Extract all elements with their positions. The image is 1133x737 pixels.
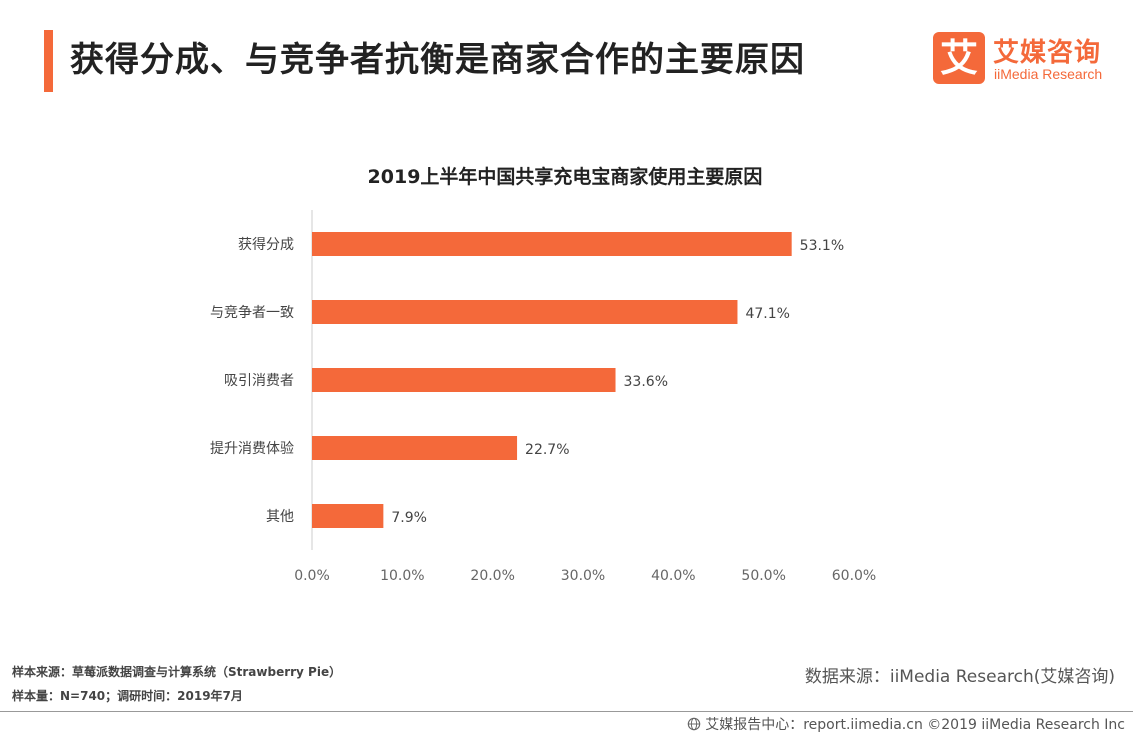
data-source: 数据来源：iiMedia Research(艾媒咨询): [804, 667, 1115, 687]
logo-name-en: iiMedia Research: [994, 66, 1103, 82]
category-label: 提升消费体验: [210, 441, 294, 457]
globe-icon: [687, 717, 701, 731]
data-label: 33.6%: [624, 374, 668, 390]
category-label: 与竞争者一致: [210, 304, 294, 321]
data-label: 22.7%: [525, 442, 569, 458]
iimedia-logo: 艾 艾媒咨询 iiMedia Research: [933, 32, 1113, 88]
footer: 艾媒报告中心：report.iimedia.cn ©2019 iiMedia R…: [687, 714, 1125, 734]
title-accent-bar: [44, 30, 53, 92]
x-tick-label: 30.0%: [561, 568, 605, 584]
category-label: 获得分成: [238, 236, 294, 253]
page-title: 获得分成、与竞争者抗衡是商家合作的主要原因: [70, 40, 805, 80]
bar: [312, 436, 518, 460]
bar: [312, 504, 384, 528]
data-label: 7.9%: [391, 510, 427, 526]
x-tick-label: 40.0%: [651, 568, 695, 584]
sample-source-note: 样本来源：草莓派数据调查与计算系统（Strawberry Pie）: [12, 665, 342, 679]
chart-title: 2019上半年中国共享充电宝商家使用主要原因: [367, 166, 763, 188]
x-tick-label: 0.0%: [294, 568, 330, 584]
x-tick-label: 60.0%: [832, 568, 876, 584]
logo-name-cn: 艾媒咨询: [993, 38, 1102, 68]
bar: [312, 232, 792, 256]
bar: [312, 300, 738, 324]
bar: [312, 368, 616, 392]
x-tick-label: 10.0%: [380, 568, 424, 584]
data-label: 53.1%: [800, 238, 844, 254]
x-tick-label: 20.0%: [470, 568, 514, 584]
category-label: 其他: [266, 509, 294, 525]
logo-mark: 艾: [933, 32, 985, 84]
sample-size-note: 样本量：N=740；调研时间：2019年7月: [12, 689, 243, 703]
footer-divider: [0, 711, 1133, 712]
footer-text: 艾媒报告中心：report.iimedia.cn ©2019 iiMedia R…: [705, 717, 1125, 733]
data-label: 47.1%: [745, 306, 789, 322]
x-tick-label: 50.0%: [741, 568, 785, 584]
category-label: 吸引消费者: [224, 373, 294, 389]
